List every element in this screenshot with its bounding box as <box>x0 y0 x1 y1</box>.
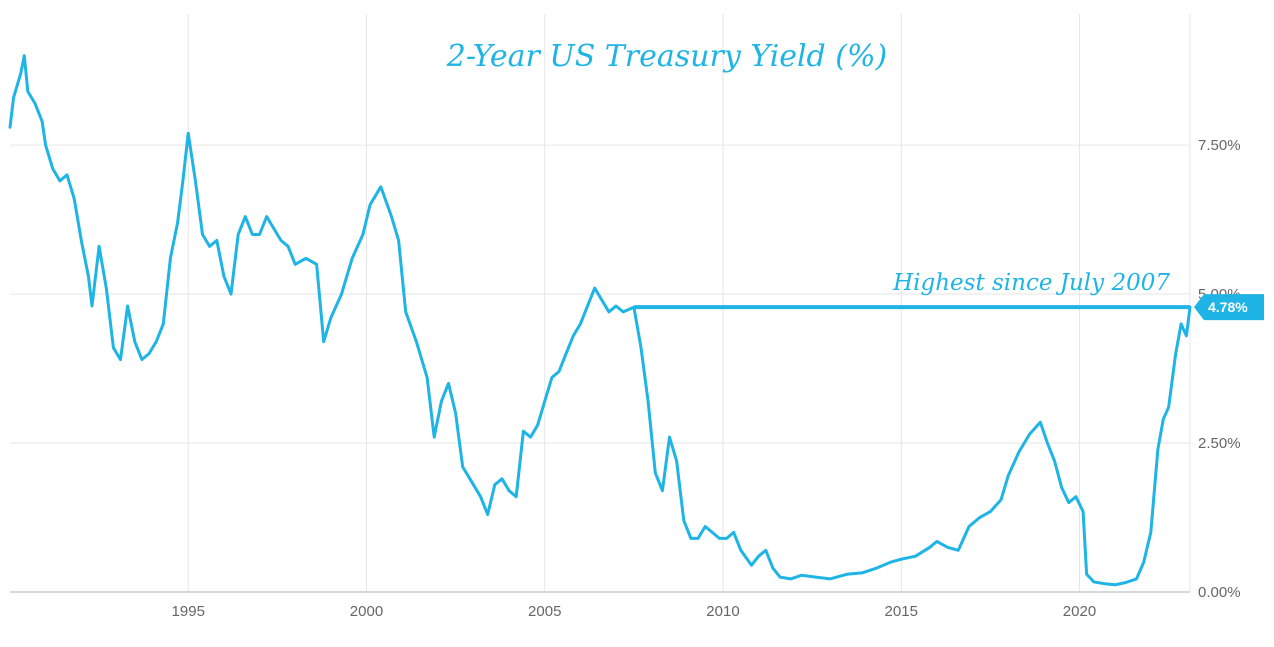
yield-line <box>8 54 1192 587</box>
x-tick-label: 2000 <box>350 603 383 620</box>
last-value-label: 4.78% <box>1208 299 1248 315</box>
x-tick-label: 2015 <box>885 603 918 620</box>
x-tick-label: 2005 <box>528 603 561 620</box>
x-tick-label: 2020 <box>1063 603 1096 620</box>
annotation-layer: Highest since July 2007 4.78% <box>633 270 1264 321</box>
chart-title: 2-Year US Treasury Yield (%) <box>446 39 887 74</box>
grid <box>10 14 1191 592</box>
annotation-text: Highest since July 2007 <box>892 270 1170 296</box>
y-tick-label: 0.00% <box>1198 584 1241 601</box>
last-value-badge <box>1194 294 1264 321</box>
series-layer <box>8 54 1192 587</box>
y-tick-label: 2.50% <box>1198 435 1241 452</box>
y-tick-label: 7.50% <box>1198 137 1241 154</box>
axes: 1995200020052010201520200.00%2.50%5.00%7… <box>10 137 1241 620</box>
x-tick-label: 2010 <box>706 603 739 620</box>
x-tick-label: 1995 <box>172 603 205 620</box>
